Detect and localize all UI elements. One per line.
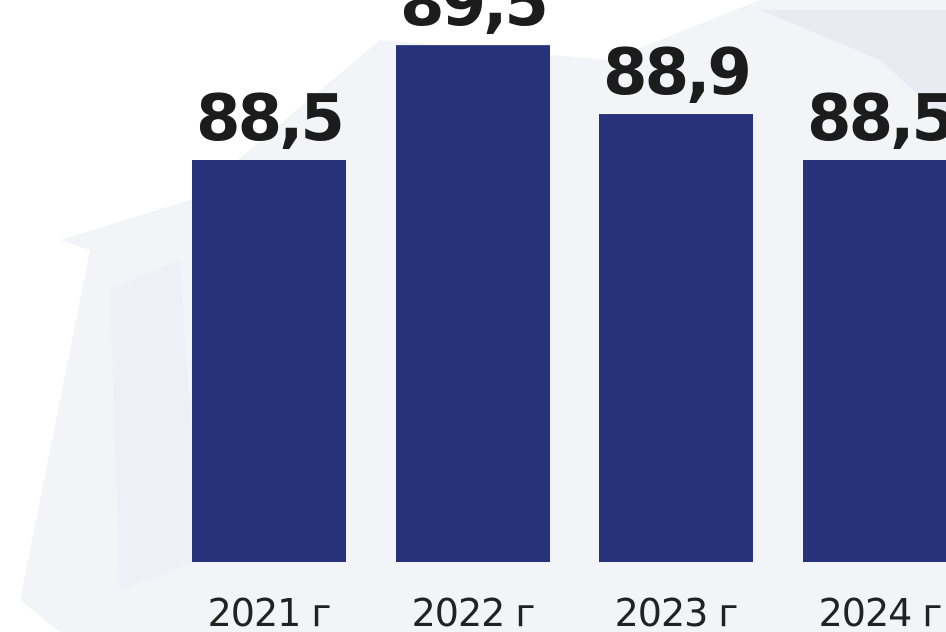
bar-4	[803, 160, 946, 562]
bar-1	[192, 160, 346, 562]
category-label-4: 2024 г	[819, 591, 942, 632]
data-label-2: 89,5	[400, 0, 546, 41]
category-label-3: 2023 г	[615, 591, 738, 632]
category-label-2: 2022 г	[412, 591, 535, 632]
bar-3	[599, 114, 753, 563]
data-label-4: 88,5	[807, 82, 946, 156]
data-label-3: 88,9	[603, 36, 749, 110]
bar-2	[396, 45, 550, 562]
data-label-1: 88,5	[196, 82, 342, 156]
category-label-1: 2021 г	[208, 591, 331, 632]
